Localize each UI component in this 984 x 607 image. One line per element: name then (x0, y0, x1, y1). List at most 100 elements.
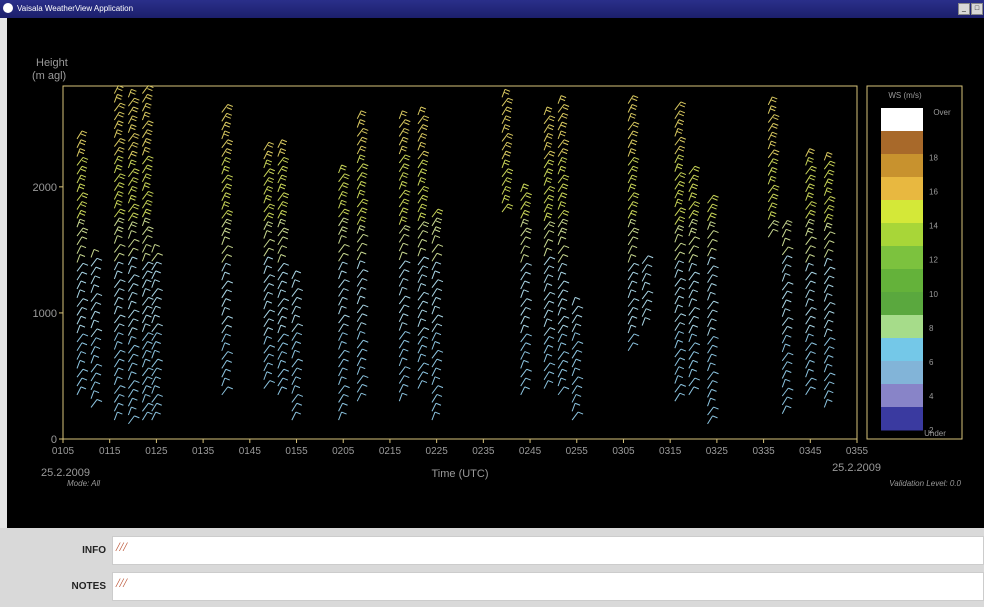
wind-barb (674, 392, 686, 402)
maximize-button[interactable]: □ (971, 3, 983, 15)
title-bar: Vaisala WeatherView Application _ □ (0, 0, 984, 18)
wind-barb (781, 246, 794, 256)
wind-barb (356, 277, 368, 287)
wind-barb (141, 323, 151, 333)
wind-barb (520, 218, 529, 228)
wind-barb (127, 88, 137, 98)
info-field[interactable]: /// (112, 536, 984, 565)
wind-barb (707, 274, 718, 283)
wind-barb (431, 376, 441, 385)
wind-barb (571, 385, 583, 394)
wind-barb (263, 150, 274, 160)
x-tick-label: 0235 (472, 446, 495, 457)
wind-barb (501, 124, 511, 133)
y-tick-label: 1000 (33, 308, 57, 320)
wind-barb (263, 256, 274, 266)
wind-barb (127, 388, 139, 398)
wind-barb (263, 247, 275, 257)
wind-barb (338, 164, 347, 174)
wind-barb (90, 372, 102, 382)
wind-barb (823, 257, 833, 267)
wind-barb (674, 339, 684, 349)
wind-barb (557, 156, 568, 166)
wind-barb (627, 254, 637, 263)
wind-barb (113, 341, 123, 350)
wind-barb (221, 209, 233, 219)
wind-barb (356, 339, 369, 349)
wind-barb (501, 115, 512, 125)
wind-barb (781, 308, 791, 317)
wind-barb (127, 318, 139, 328)
wind-barb (823, 346, 835, 355)
wind-barb (221, 324, 232, 334)
wind-barb (141, 226, 154, 236)
wind-barb (431, 296, 442, 306)
wind-barb (520, 342, 531, 352)
date-right: 25.2.2009 (832, 462, 881, 474)
wind-barb (221, 333, 231, 343)
wind-barb (141, 341, 153, 350)
wind-barb (398, 189, 411, 199)
wind-barb (627, 209, 638, 219)
wind-barb (501, 133, 514, 142)
wind-barb (571, 376, 584, 386)
wind-barb (688, 359, 699, 369)
wind-barb (823, 337, 836, 347)
legend-tick-label: 18 (929, 153, 938, 162)
wind-barb (141, 332, 154, 341)
wind-barb (571, 314, 583, 324)
wind-barb (338, 279, 350, 289)
legend-under-label: Under (924, 429, 946, 438)
wind-barb (431, 288, 443, 297)
wind-barb (767, 193, 779, 203)
info-value: /// (116, 539, 127, 554)
wind-barb (641, 308, 652, 317)
wind-barb (674, 286, 686, 296)
legend-band (881, 269, 923, 293)
wind-barb (431, 411, 441, 421)
wind-barb (277, 315, 288, 325)
wind-barb (627, 218, 637, 228)
legend-band (881, 223, 923, 247)
minimize-button[interactable]: _ (958, 3, 970, 15)
wind-barb (520, 306, 531, 316)
wind-barb (767, 202, 778, 212)
wind-barb (501, 159, 511, 169)
wind-barb (805, 306, 817, 316)
legend-tick-label: 8 (929, 324, 934, 333)
wind-barb (76, 165, 88, 175)
wind-barb (356, 110, 367, 120)
x-tick-label: 0135 (192, 446, 215, 457)
notes-field[interactable]: /// (112, 572, 984, 601)
wind-barb (627, 280, 638, 290)
wind-barb (417, 335, 429, 345)
wind-barb (431, 235, 441, 244)
wind-barb (571, 323, 582, 333)
wind-barb (707, 203, 718, 213)
wind-barb (113, 261, 124, 271)
wind-barb (151, 314, 160, 324)
wind-barb (688, 368, 698, 378)
app-icon (3, 3, 13, 13)
wind-barb (417, 238, 428, 248)
wind-barb (805, 236, 817, 246)
date-left: 25.2.2009 (41, 467, 90, 479)
wind-barb (688, 209, 700, 219)
wind-barb (141, 252, 151, 262)
wind-barb (398, 119, 411, 128)
x-tick-label: 0225 (426, 446, 449, 457)
wind-barb (543, 221, 556, 231)
wind-barb (263, 327, 274, 336)
wind-barb (127, 344, 140, 354)
wind-barb (398, 136, 409, 146)
wind-barb (398, 180, 408, 190)
wind-barb (674, 207, 687, 217)
wind-barb (113, 332, 124, 341)
wind-barb (338, 261, 348, 271)
wind-barb (543, 362, 556, 372)
wind-barb (431, 314, 444, 324)
wind-barb (141, 173, 152, 183)
wind-barb (707, 309, 718, 319)
wind-barb (688, 218, 699, 228)
wind-barb (781, 299, 792, 309)
